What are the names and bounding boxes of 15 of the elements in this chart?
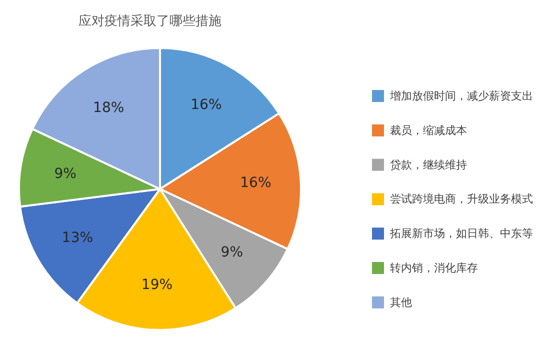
legend-label: 增加放假时间，减少薪资支出 <box>389 90 533 102</box>
data-label: 16% <box>240 174 272 191</box>
data-label: 9% <box>54 166 76 182</box>
legend-label: 贷款，继续维持 <box>390 158 467 172</box>
data-label: 13% <box>62 230 94 246</box>
data-label: 19% <box>141 276 173 293</box>
data-label: 16% <box>190 96 222 113</box>
legend-label: 转内销，消化库存 <box>390 262 478 274</box>
data-label: 18% <box>93 100 124 116</box>
legend-label: 拓展新市场，如日韩、中东等 <box>389 227 533 240</box>
legend-label: 裁员，缩减成本 <box>390 124 467 137</box>
data-label: 9% <box>220 244 244 260</box>
chart-title: 应对疫情采取了哪些措施 <box>78 13 222 29</box>
legend-label: 其他 <box>390 296 412 309</box>
legend-label: 尝试跨境电商，升级业务模式 <box>390 192 533 206</box>
